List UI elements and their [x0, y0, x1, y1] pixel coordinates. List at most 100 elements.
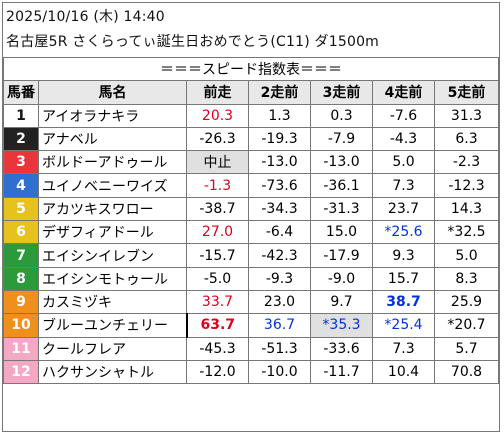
speed-index-cell: 14.3	[434, 196, 499, 222]
speed-index-cell: 20.3	[186, 103, 249, 128]
speed-index-cell: -38.7	[186, 196, 249, 222]
speed-index-table: ＝＝＝スピード指数表＝＝＝ 馬番 馬名 前走 2走前 3走前 4走前 5走前 1 アイオラナキ…	[3, 56, 499, 385]
horse-name: ハクサンシャトル	[38, 359, 187, 385]
horse-name: アナベル	[38, 126, 187, 152]
speed-index-cell: -7.9	[310, 126, 373, 152]
speed-index-cell: *25.6	[372, 220, 435, 245]
race-datetime: 2025/10/16 (木) 14:40	[6, 9, 165, 25]
table-row: 6 デザフィアドール 27.0 -6.4 15.0 *25.6 *32.5	[3, 220, 499, 245]
speed-index-cell: -12.0	[186, 359, 249, 385]
speed-index-cell: 15.0	[310, 220, 373, 245]
col-header-last-race: 前走	[186, 80, 249, 105]
speed-index-cell: -9.0	[310, 266, 373, 291]
horse-number: 10	[3, 313, 39, 338]
speed-index-cell: *32.5	[434, 220, 499, 245]
speed-index-cell: -13.0	[310, 150, 373, 175]
speed-index-cell: -42.3	[248, 243, 311, 268]
speed-index-cell: -9.3	[248, 266, 311, 291]
table-row: 7 エイシンイレブン -15.7 -42.3 -17.9 9.3 5.0	[3, 243, 499, 268]
horse-number: 3	[3, 150, 39, 175]
speed-index-cell: -5.0	[186, 266, 249, 291]
speed-index-cell: 5.7	[434, 336, 499, 361]
speed-index-cell: -34.3	[248, 196, 311, 222]
speed-index-cell: -10.0	[248, 359, 311, 385]
table-row: 8 エイシンモトゥール -5.0 -9.3 -9.0 15.7 8.3	[3, 266, 499, 291]
table-row: 5 アカツキスワロー -38.7 -34.3 -31.3 23.7 14.3	[3, 196, 499, 222]
horse-number: 11	[3, 336, 39, 361]
speed-index-cell: -73.6	[248, 173, 311, 198]
horse-name: デザフィアドール	[38, 220, 187, 245]
speed-index-cell: -45.3	[186, 336, 249, 361]
horse-number: 8	[3, 266, 39, 291]
horse-number: 12	[3, 359, 39, 385]
horse-number: 4	[3, 173, 39, 198]
col-header-4-races-ago: 4走前	[372, 80, 435, 105]
horse-number: 7	[3, 243, 39, 268]
speed-index-cell: *35.3	[310, 313, 373, 338]
speed-index-cell: 中止	[186, 150, 249, 175]
horse-number: 2	[3, 126, 39, 152]
horse-number: 1	[3, 103, 39, 128]
header-row: 馬番 馬名 前走 2走前 3走前 4走前 5走前	[3, 80, 499, 105]
table-title-row: ＝＝＝スピード指数表＝＝＝	[3, 56, 499, 82]
speed-index-cell: -1.3	[186, 173, 249, 198]
speed-index-cell: 70.8	[434, 359, 499, 385]
speed-index-cell: 7.3	[372, 173, 435, 198]
table-row: 9 カスミヅキ 33.7 23.0 9.7 38.7 25.9	[3, 289, 499, 315]
speed-index-cell: 6.3	[434, 126, 499, 152]
speed-index-cell: -26.3	[186, 126, 249, 152]
horse-name: ブルーユンチェリー	[38, 313, 187, 338]
speed-index-cell: 25.9	[434, 289, 499, 315]
speed-index-cell: 9.3	[372, 243, 435, 268]
col-header-horse-name: 馬名	[38, 80, 187, 105]
table-row: 10 ブルーユンチェリー 63.7 36.7 *35.3 *25.4 *20.7	[3, 313, 499, 338]
speed-index-cell: 15.7	[372, 266, 435, 291]
horse-name: ボルドーアドゥール	[38, 150, 187, 175]
horse-name: アカツキスワロー	[38, 196, 187, 222]
speed-index-cell: 31.3	[434, 103, 499, 128]
table-row: 4 ユイノベニーワイズ -1.3 -73.6 -36.1 7.3 -12.3	[3, 173, 499, 198]
speed-index-cell: -51.3	[248, 336, 311, 361]
speed-index-cell: -15.7	[186, 243, 249, 268]
speed-index-cell: -13.0	[248, 150, 311, 175]
speed-index-cell: -19.3	[248, 126, 311, 152]
speed-index-cell: 10.4	[372, 359, 435, 385]
horse-number: 5	[3, 196, 39, 222]
speed-index-cell: 27.0	[186, 220, 249, 245]
speed-index-cell: -36.1	[310, 173, 373, 198]
speed-index-cell: 33.7	[186, 289, 249, 315]
speed-index-cell: 36.7	[248, 313, 311, 338]
speed-index-cell: -33.6	[310, 336, 373, 361]
table-title: ＝＝＝スピード指数表＝＝＝	[3, 56, 499, 82]
speed-index-cell: 0.3	[310, 103, 373, 128]
horse-name: カスミヅキ	[38, 289, 187, 315]
speed-index-cell: 5.0	[434, 243, 499, 268]
horse-name: アイオラナキラ	[38, 103, 187, 128]
speed-index-cell: -11.7	[310, 359, 373, 385]
table-row: 3 ボルドーアドゥール 中止 -13.0 -13.0 5.0 -2.3	[3, 150, 499, 175]
speed-index-cell: 9.7	[310, 289, 373, 315]
table-row: 12 ハクサンシャトル -12.0 -10.0 -11.7 10.4 70.8	[3, 359, 499, 385]
horse-name: ユイノベニーワイズ	[38, 173, 187, 198]
horse-name: エイシンモトゥール	[38, 266, 187, 291]
col-header-2-races-ago: 2走前	[248, 80, 311, 105]
speed-index-cell: *20.7	[434, 313, 499, 338]
speed-index-cell: 5.0	[372, 150, 435, 175]
speed-index-cell: 23.0	[248, 289, 311, 315]
col-header-5-races-ago: 5走前	[434, 80, 499, 105]
speed-index-cell: -31.3	[310, 196, 373, 222]
speed-index-cell: 1.3	[248, 103, 311, 128]
speed-index-cell: 38.7	[372, 289, 435, 315]
horse-number: 9	[3, 289, 39, 315]
horse-number: 6	[3, 220, 39, 245]
speed-index-cell: -6.4	[248, 220, 311, 245]
speed-index-cell: *25.4	[372, 313, 435, 338]
speed-index-cell: 63.7	[185, 313, 249, 338]
speed-index-cell: -12.3	[434, 173, 499, 198]
race-title: 名古屋5R さくらってぃ誕生日おめでとう(C11) ダ1500m	[6, 34, 380, 50]
col-header-3-races-ago: 3走前	[310, 80, 373, 105]
speed-index-cell: 7.3	[372, 336, 435, 361]
speed-index-cell: -2.3	[434, 150, 499, 175]
speed-index-cell: -4.3	[372, 126, 435, 152]
col-header-number: 馬番	[3, 80, 39, 105]
